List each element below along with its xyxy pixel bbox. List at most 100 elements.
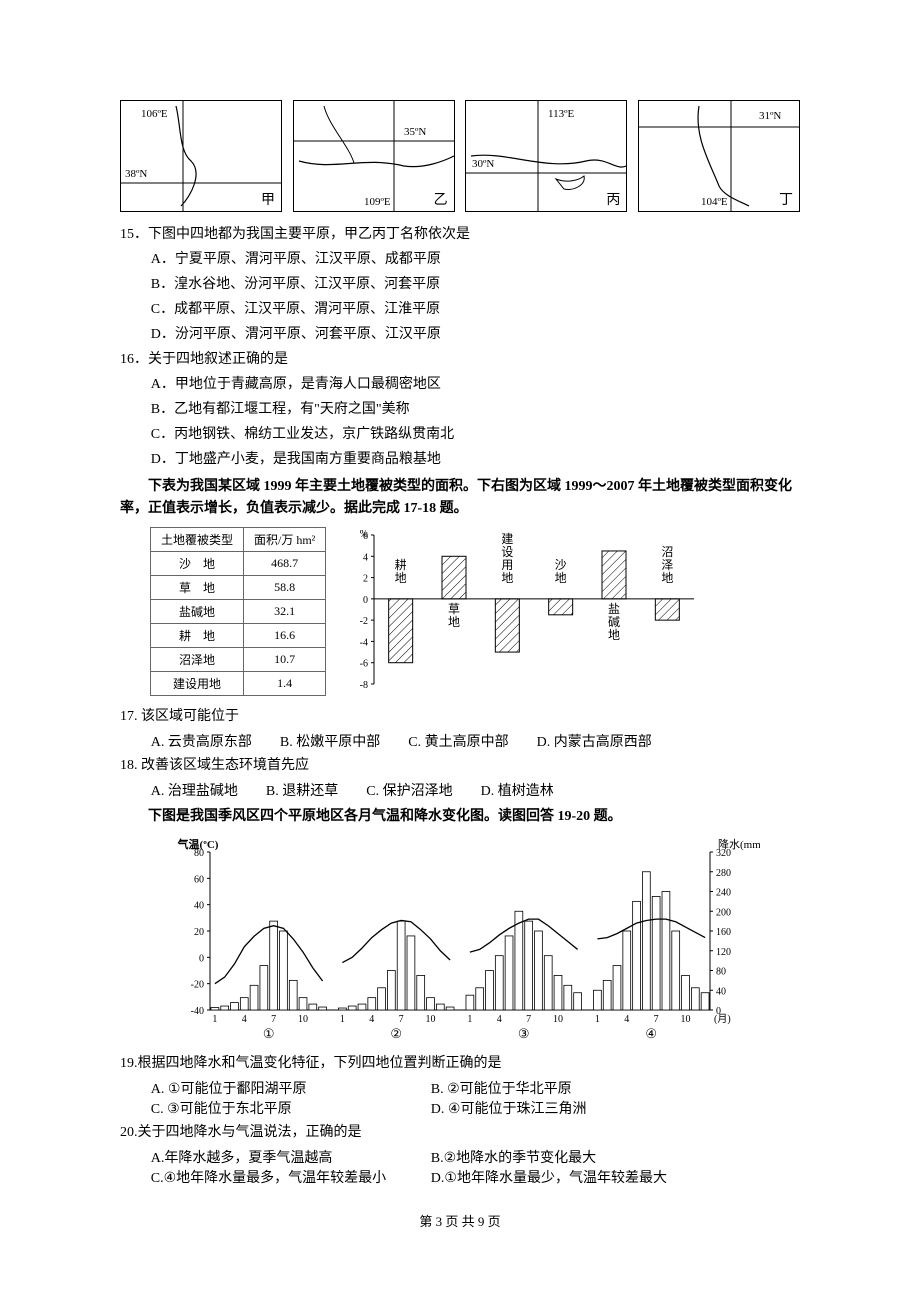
q18-C: C. 保护沼泽地 — [366, 780, 452, 800]
map3-lon: 104ºE — [701, 196, 728, 208]
svg-text:-40: -40 — [191, 1006, 204, 1017]
svg-text:沼: 沼 — [662, 545, 674, 559]
svg-text:地: 地 — [608, 628, 620, 642]
q20-A: A.年降水越多，夏季气温越高 — [151, 1147, 431, 1167]
svg-text:地: 地 — [662, 571, 674, 585]
q16-A: A．甲地位于青藏高原，是青海人口最稠密地区 — [120, 374, 800, 395]
svg-text:7: 7 — [399, 1014, 404, 1025]
svg-text:地: 地 — [448, 615, 460, 629]
svg-text:地: 地 — [395, 571, 407, 585]
climate-chart-wrap: -40-20020406080气温(ºC)0408012016020024028… — [120, 834, 800, 1049]
map3-name: 丁 — [779, 189, 793, 209]
svg-text:10: 10 — [553, 1014, 563, 1025]
svg-text:-2: -2 — [360, 616, 368, 627]
q15-stem: 15．下图中四地都为我国主要平原，甲乙丙丁名称依次是 — [120, 224, 800, 245]
svg-text:10: 10 — [298, 1014, 308, 1025]
svg-text:1: 1 — [340, 1014, 345, 1025]
svg-text:1: 1 — [467, 1014, 472, 1025]
table-header-row: 土地覆被类型 面积/万 hm² — [151, 527, 326, 551]
intro-17-18: 下表为我国某区域 1999 年主要土地覆被类型的面积。下右图为区域 1999～2… — [120, 476, 800, 521]
q17-D: D. 内蒙古高原西部 — [537, 731, 652, 751]
landcover-table: 土地覆被类型 面积/万 hm² 沙 地468.7 草 地58.8 盐碱地32.1… — [150, 527, 326, 696]
q19-row1: A. ①可能位于鄱阳湖平原 B. ②可能位于华北平原 — [120, 1078, 800, 1098]
map2-lat: 30ºN — [472, 158, 494, 170]
q16-B: B．乙地有都江堰工程，有"天府之国"美称 — [120, 399, 800, 420]
map-box-2: 113ºE 30ºN 丙 — [465, 100, 627, 212]
svg-text:0: 0 — [199, 954, 204, 965]
q17-B: B. 松嫩平原中部 — [280, 731, 380, 751]
intro-19-20: 下图是我国季风区四个平原地区各月气温和降水变化图。读图回答 19-20 题。 — [120, 806, 800, 828]
four-maps-row: 106ºE 38ºN 甲 35ºN 109ºE 乙 — [120, 100, 800, 212]
svg-text:地: 地 — [502, 571, 514, 585]
svg-text:4: 4 — [242, 1014, 247, 1025]
svg-text:10: 10 — [426, 1014, 436, 1025]
q19-C: C. ③可能位于东北平原 — [151, 1098, 431, 1118]
map-svg-0: 106ºE 38ºN — [121, 101, 281, 211]
page: 106ºE 38ºN 甲 35ºN 109ºE 乙 — [0, 0, 920, 1270]
q17-A: A. 云贵高原东部 — [151, 731, 252, 751]
map-box-3: 31ºN 104ºE 丁 — [638, 100, 800, 212]
svg-text:160: 160 — [716, 927, 731, 938]
q15-D: D．汾河平原、渭河平原、河套平原、江汉平原 — [120, 324, 800, 345]
svg-text:80: 80 — [716, 967, 726, 978]
map-box-1: 35ºN 109ºE 乙 — [293, 100, 455, 212]
q15-A: A．宁夏平原、渭河平原、江汉平原、成都平原 — [120, 249, 800, 270]
svg-text:④: ④ — [645, 1026, 657, 1041]
map-svg-2: 113ºE 30ºN — [466, 101, 626, 211]
map-svg-1: 35ºN 109ºE — [294, 101, 454, 211]
svg-text:40: 40 — [194, 901, 204, 912]
q18-A: A. 治理盐碱地 — [151, 780, 238, 800]
q20-stem: 20.关于四地降水与气温说法，正确的是 — [120, 1122, 800, 1143]
q17-C: C. 黄土高原中部 — [408, 731, 508, 751]
q20-C: C.④地年降水量最多，气温年较差最小 — [151, 1167, 431, 1187]
map0-name: 甲 — [261, 189, 275, 209]
svg-text:4: 4 — [624, 1014, 629, 1025]
svg-text:建: 建 — [502, 532, 514, 546]
q20-B: B.②地降水的季节变化最大 — [431, 1147, 711, 1167]
svg-text:4: 4 — [363, 552, 368, 563]
svg-text:200: 200 — [716, 907, 731, 918]
q16-D: D．丁地盛产小麦，是我国南方重要商品粮基地 — [120, 449, 800, 470]
map1-name: 乙 — [434, 189, 448, 209]
svg-text:4: 4 — [369, 1014, 374, 1025]
q20-row2: C.④地年降水量最多，气温年较差最小 D.①地年降水量最少，气温年较差最大 — [120, 1167, 800, 1187]
svg-text:草: 草 — [448, 602, 460, 616]
svg-text:降水(mm): 降水(mm) — [718, 837, 760, 851]
q18-D: D. 植树造林 — [481, 780, 554, 800]
table-row: 草 地58.8 — [151, 575, 326, 599]
svg-text:10: 10 — [681, 1014, 691, 1025]
q19-A: A. ①可能位于鄱阳湖平原 — [151, 1078, 431, 1098]
svg-text:60: 60 — [194, 875, 204, 886]
svg-text:7: 7 — [654, 1014, 659, 1025]
svg-text:泽: 泽 — [662, 558, 674, 572]
map0-lat: 38ºN — [125, 168, 147, 180]
svg-text:120: 120 — [716, 947, 731, 958]
svg-text:-8: -8 — [360, 680, 368, 691]
map1-lon: 109ºE — [364, 196, 391, 208]
svg-text:-20: -20 — [191, 980, 204, 991]
q18-options: A. 治理盐碱地 B. 退耕还草 C. 保护沼泽地 D. 植树造林 — [120, 780, 800, 800]
svg-text:地: 地 — [555, 571, 567, 585]
q19-B: B. ②可能位于华北平原 — [431, 1078, 711, 1098]
q15-C: C．成都平原、江汉平原、渭河平原、江淮平原 — [120, 299, 800, 320]
map-box-0: 106ºE 38ºN 甲 — [120, 100, 282, 212]
change-rate-chart: -8-6-4-20246%耕地草地建设用地沙地盐碱地沼泽地 — [344, 527, 704, 692]
svg-text:耕: 耕 — [395, 557, 407, 572]
th-area: 面积/万 hm² — [244, 527, 326, 551]
svg-text:(月): (月) — [714, 1013, 731, 1025]
svg-text:设: 设 — [502, 545, 514, 559]
q20-D: D.①地年降水量最少，气温年较差最大 — [431, 1167, 711, 1187]
table-row: 耕 地16.6 — [151, 623, 326, 647]
svg-text:7: 7 — [526, 1014, 531, 1025]
svg-text:0: 0 — [363, 595, 368, 606]
svg-text:用: 用 — [502, 558, 514, 572]
map2-name: 丙 — [606, 189, 620, 209]
map-svg-3: 31ºN 104ºE — [639, 101, 799, 211]
page-footer: 第 3 页 共 9 页 — [120, 1211, 800, 1230]
map1-lat: 35ºN — [404, 126, 426, 138]
svg-text:气温(ºC): 气温(ºC) — [177, 837, 219, 851]
q18-stem: 18. 改善该区域生态环境首先应 — [120, 755, 800, 776]
q19-row2: C. ③可能位于东北平原 D. ④可能位于珠江三角洲 — [120, 1098, 800, 1118]
climate-chart: -40-20020406080气温(ºC)0408012016020024028… — [160, 834, 760, 1044]
q20-row1: A.年降水越多，夏季气温越高 B.②地降水的季节变化最大 — [120, 1147, 800, 1167]
